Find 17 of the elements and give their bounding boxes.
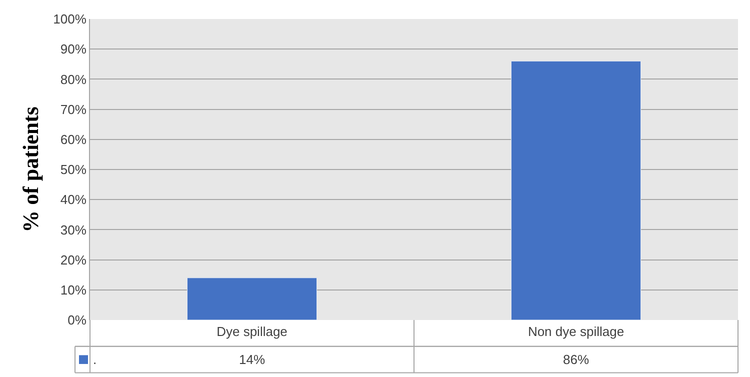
y-axis-title: % of patients <box>18 106 43 232</box>
y-tick-label: 70% <box>60 102 87 117</box>
y-tick-label: 30% <box>60 222 87 238</box>
y-tick-label: 10% <box>60 282 87 298</box>
x-tick-label: Dye spillage <box>216 324 288 339</box>
data-label: 86% <box>563 352 590 367</box>
y-tick-label: 40% <box>60 192 87 208</box>
x-tick-label: Non dye spillage <box>528 324 624 339</box>
y-tick-label: 20% <box>60 252 87 268</box>
data-label: 14% <box>239 352 266 367</box>
legend-label: . <box>93 352 97 367</box>
y-tick-label: 100% <box>53 12 87 27</box>
y-tick-label: 0% <box>68 312 87 328</box>
y-tick-label: 50% <box>60 162 87 178</box>
y-tick-label: 80% <box>60 72 87 87</box>
y-tick-label: 90% <box>60 42 87 57</box>
y-tick-label: 60% <box>60 132 87 147</box>
